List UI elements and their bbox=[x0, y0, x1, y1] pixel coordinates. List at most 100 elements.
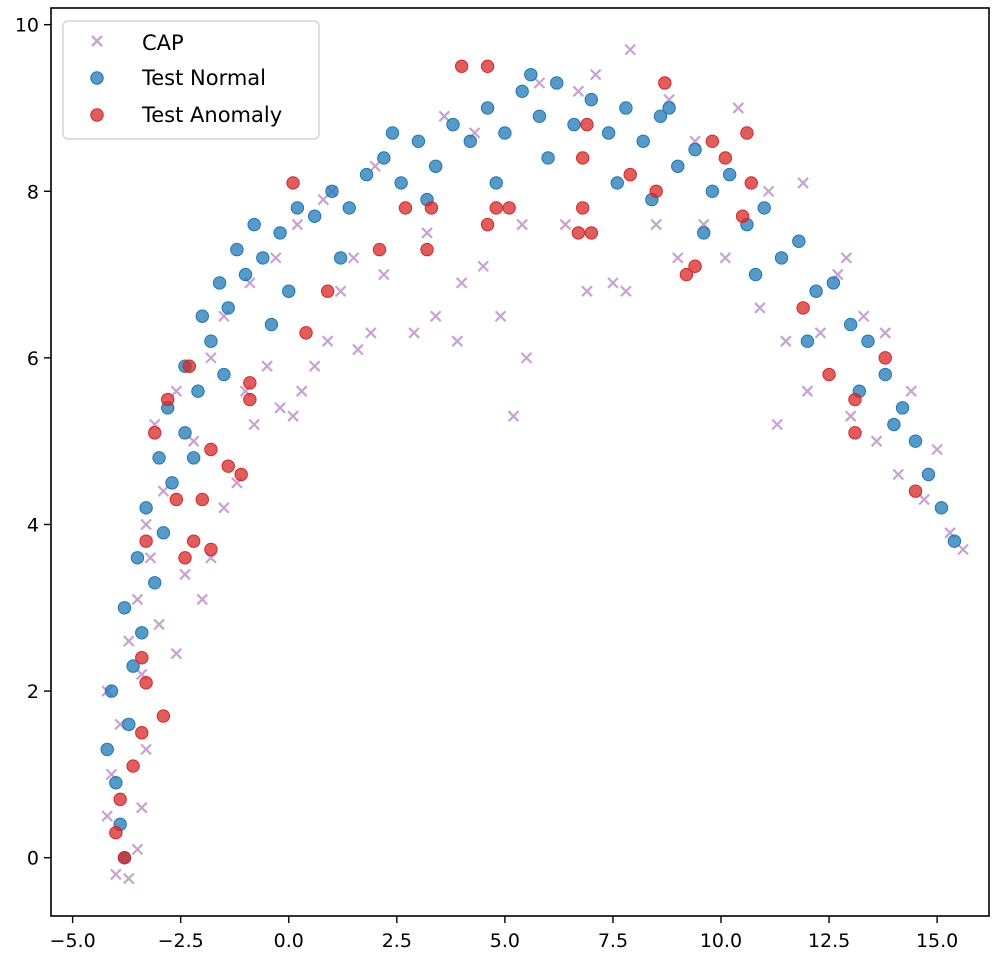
cap-point bbox=[754, 302, 766, 314]
cap-point bbox=[187, 435, 200, 447]
test-normal-point bbox=[264, 317, 279, 332]
test-normal-point bbox=[861, 334, 875, 348]
cap-point bbox=[581, 285, 593, 298]
test-normal-point bbox=[148, 576, 162, 590]
cap-point bbox=[762, 185, 775, 198]
cap-point bbox=[378, 268, 390, 281]
cap-point bbox=[421, 227, 433, 239]
cap-point bbox=[780, 335, 792, 347]
cap-point bbox=[170, 385, 183, 397]
test-anomaly-point bbox=[221, 459, 235, 473]
legend-marker-test-normal bbox=[90, 71, 104, 85]
test-normal-point bbox=[446, 117, 460, 132]
test-normal-point bbox=[809, 284, 823, 298]
cap-point bbox=[334, 285, 347, 298]
cap-point bbox=[308, 360, 321, 372]
cap-point bbox=[408, 327, 420, 339]
test-anomaly-point bbox=[169, 492, 184, 507]
cap-point bbox=[589, 68, 602, 81]
test-anomaly-point bbox=[372, 242, 387, 257]
test-normal-point bbox=[662, 101, 676, 115]
test-anomaly-point bbox=[489, 201, 503, 215]
test-normal-point bbox=[130, 551, 145, 565]
test-normal-series bbox=[100, 67, 962, 865]
test-anomaly-point bbox=[243, 376, 257, 390]
test-normal-point bbox=[307, 209, 322, 223]
test-normal-point bbox=[921, 467, 936, 482]
cap-point bbox=[879, 327, 892, 339]
test-anomaly-point bbox=[135, 726, 149, 740]
cap-point bbox=[559, 218, 572, 231]
x-axis: −5.0 −2.5 0.0 2.5 5.0 7.5 10.0 12.5 15.0 bbox=[50, 916, 958, 952]
cap-point bbox=[123, 872, 135, 885]
cap-point bbox=[451, 335, 464, 347]
test-normal-point bbox=[887, 417, 901, 432]
test-anomaly-point bbox=[286, 176, 300, 190]
y-tick-label: 10 bbox=[15, 15, 39, 37]
test-normal-point bbox=[636, 134, 650, 148]
test-normal-point bbox=[463, 134, 477, 148]
test-normal-point bbox=[826, 276, 841, 290]
test-normal-point bbox=[697, 226, 711, 240]
test-normal-point bbox=[282, 284, 296, 298]
test-normal-point bbox=[843, 317, 858, 332]
test-normal-point bbox=[934, 501, 949, 515]
test-anomaly-point bbox=[234, 467, 248, 482]
test-anomaly-point bbox=[575, 201, 590, 215]
x-tick-label: 10.0 bbox=[700, 930, 742, 952]
legend-box bbox=[62, 20, 320, 140]
cap-point bbox=[771, 418, 783, 431]
test-normal-point bbox=[178, 426, 192, 440]
test-anomaly-point bbox=[113, 792, 127, 807]
test-anomaly-point bbox=[243, 392, 257, 407]
test-anomaly-point bbox=[139, 676, 153, 690]
test-anomaly-point bbox=[156, 709, 171, 723]
test-anomaly-point bbox=[623, 167, 637, 182]
test-normal-point bbox=[394, 176, 408, 190]
cap-point bbox=[287, 410, 299, 422]
test-anomaly-point bbox=[584, 226, 599, 240]
test-anomaly-point bbox=[822, 367, 836, 382]
cap-point bbox=[140, 743, 152, 756]
cap-point bbox=[892, 468, 905, 481]
cap-point bbox=[918, 493, 930, 506]
cap-point bbox=[429, 310, 442, 322]
cap-point bbox=[269, 252, 282, 264]
legend: CAP Test Normal Test Anomaly bbox=[62, 20, 320, 140]
test-anomaly-point bbox=[424, 201, 439, 215]
cap-point bbox=[170, 647, 183, 660]
test-anomaly-point bbox=[679, 267, 694, 282]
test-normal-point bbox=[333, 251, 348, 265]
test-normal-point bbox=[109, 776, 123, 790]
test-normal-point bbox=[524, 67, 538, 82]
test-normal-point bbox=[152, 451, 166, 465]
cap-series bbox=[101, 43, 969, 885]
cap-point bbox=[157, 485, 170, 497]
cap-point bbox=[274, 402, 286, 414]
cap-point bbox=[732, 102, 745, 114]
test-normal-point bbox=[100, 742, 114, 757]
cap-point bbox=[572, 85, 585, 98]
test-anomaly-point bbox=[735, 209, 750, 223]
legend-label-test-normal: Test Normal bbox=[141, 66, 266, 90]
test-normal-point bbox=[247, 217, 261, 232]
test-normal-point bbox=[498, 126, 512, 140]
test-normal-point bbox=[186, 451, 201, 465]
test-normal-point bbox=[195, 309, 209, 323]
test-anomaly-point bbox=[182, 359, 197, 373]
test-normal-point bbox=[878, 367, 892, 382]
cap-point bbox=[179, 568, 191, 581]
test-anomaly-point bbox=[480, 217, 495, 232]
test-normal-point bbox=[325, 184, 339, 198]
legend-label-cap: CAP bbox=[142, 31, 184, 55]
legend-marker-cap bbox=[91, 35, 103, 47]
test-normal-point bbox=[757, 201, 771, 215]
cap-point bbox=[153, 618, 165, 631]
test-anomaly-point bbox=[878, 351, 892, 365]
test-anomaly-point bbox=[320, 284, 335, 298]
cap-point bbox=[110, 868, 122, 881]
y-tick-label: 8 bbox=[27, 181, 39, 203]
cap-point bbox=[719, 252, 732, 264]
cap-point bbox=[477, 260, 490, 273]
test-normal-point bbox=[515, 84, 529, 99]
